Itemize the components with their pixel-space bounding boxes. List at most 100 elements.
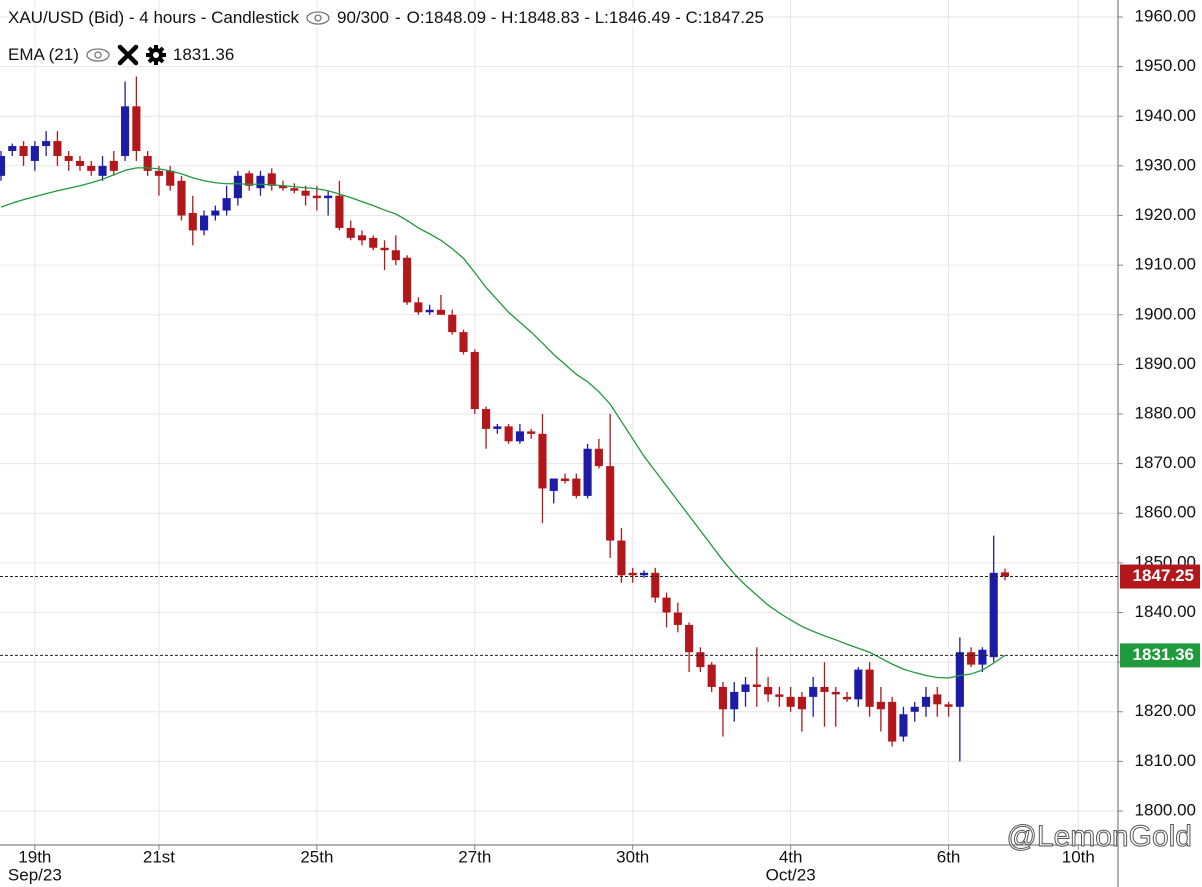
candle-body [764, 686, 773, 695]
ema-price-tag-bg [1120, 643, 1200, 668]
candle-body [278, 185, 288, 189]
y-tick-label: 1930.00 [1135, 155, 1196, 174]
visibility-icon[interactable] [305, 10, 331, 26]
chart-title: XAU/USD (Bid) - 4 hours - Candlestick [8, 8, 299, 27]
candle-body [899, 714, 908, 737]
candle-body [741, 684, 750, 692]
x-tick-label: 10th [1062, 847, 1095, 866]
x-tick-label: 30th [616, 847, 649, 866]
y-tick-label: 1920.00 [1135, 205, 1196, 224]
candle-body [730, 691, 739, 710]
candle-body [301, 190, 310, 196]
candle-body [854, 669, 863, 700]
candle-body [628, 572, 637, 576]
candle-body [30, 146, 39, 161]
ema-price-tag: 1831.36 [1133, 645, 1194, 664]
y-tick-label: 1900.00 [1135, 304, 1196, 323]
separator: - [394, 8, 401, 27]
candle-body [572, 478, 581, 496]
y-tick-label: 1940.00 [1135, 106, 1196, 125]
y-tick-label: 1960.00 [1135, 7, 1196, 26]
candle-body [752, 684, 761, 687]
candle-body [470, 351, 479, 410]
candle-body [606, 466, 615, 541]
candle-body [414, 302, 423, 313]
candle-body [211, 210, 220, 216]
x-month-label: Oct/23 [766, 865, 816, 884]
candle-body [538, 433, 547, 489]
candle-body [0, 155, 6, 176]
candle-body [267, 173, 276, 186]
candle-body [493, 426, 502, 429]
indicator-value: 1831.36 [172, 45, 235, 64]
candle-body [876, 701, 885, 710]
x-tick-label: 4th [779, 847, 803, 866]
candle-body [425, 309, 434, 313]
candle-body [504, 426, 513, 442]
candle-body [448, 314, 457, 333]
candle-body [459, 332, 468, 352]
candle-body [989, 572, 998, 658]
ohlc-label: O:1848.09 - H:1848.83 - L:1846.49 - C:18… [406, 8, 764, 27]
x-tick-label: 6th [937, 847, 961, 866]
candle-body [42, 141, 51, 147]
watermark: @LemonGold [1006, 820, 1192, 853]
candle-body [312, 195, 321, 199]
ema-line [0, 167, 1006, 679]
candle-body [64, 155, 73, 161]
candle-body [594, 448, 603, 467]
candle-body [888, 701, 897, 742]
candle-body [583, 448, 592, 496]
candle-body [233, 175, 242, 199]
candle-body [436, 309, 446, 315]
x-tick-label: 27th [458, 847, 491, 866]
bar-count: 90/300 [336, 8, 389, 27]
candle-body [200, 215, 209, 231]
visibility-icon[interactable] [85, 47, 111, 63]
candle-body [1000, 572, 1010, 577]
candle-body [944, 704, 953, 707]
candle-body [166, 170, 175, 186]
candle-body [842, 696, 852, 700]
candle-body [921, 696, 931, 707]
candle-body [673, 612, 682, 625]
candle-body [346, 227, 355, 238]
y-tick-label: 1910.00 [1135, 255, 1196, 274]
candle-body [617, 540, 626, 576]
last-price-tag: 1847.25 [1133, 566, 1194, 585]
x-tick-label: 25th [300, 847, 333, 866]
candle-body [639, 572, 649, 576]
candle-body [515, 431, 524, 442]
y-tick-label: 1880.00 [1135, 403, 1196, 422]
candle-body [560, 478, 570, 482]
last-price-tag-bg [1120, 564, 1200, 589]
candle-body [786, 696, 795, 707]
candle-body [121, 106, 130, 156]
candle-body [380, 247, 389, 251]
candle-body [967, 652, 976, 665]
candle-body [955, 652, 964, 707]
x-month-label: Sep/23 [8, 865, 62, 884]
settings-icon[interactable] [145, 44, 167, 66]
candle-body [978, 649, 987, 665]
candle-body [865, 669, 874, 707]
candle-body [222, 198, 231, 211]
x-tick-label: 21st [143, 847, 175, 866]
chart-header: XAU/USD (Bid) - 4 hours - Candlestick 90… [8, 8, 764, 28]
y-tick-label: 1800.00 [1135, 800, 1196, 819]
candle-body [188, 213, 197, 231]
indicator-header: EMA (21) 1831.36 [8, 44, 235, 66]
candle-body [109, 160, 118, 171]
candle-body [256, 175, 265, 189]
candle-body [369, 237, 378, 248]
candle-body [527, 431, 536, 434]
candle-body [831, 691, 840, 695]
candle-body [482, 409, 491, 429]
y-tick-label: 1840.00 [1135, 602, 1196, 621]
candle-body [403, 257, 412, 303]
remove-icon[interactable] [117, 44, 139, 66]
candle-body [775, 694, 784, 697]
candle-body [177, 180, 186, 216]
candle-body [549, 478, 558, 491]
